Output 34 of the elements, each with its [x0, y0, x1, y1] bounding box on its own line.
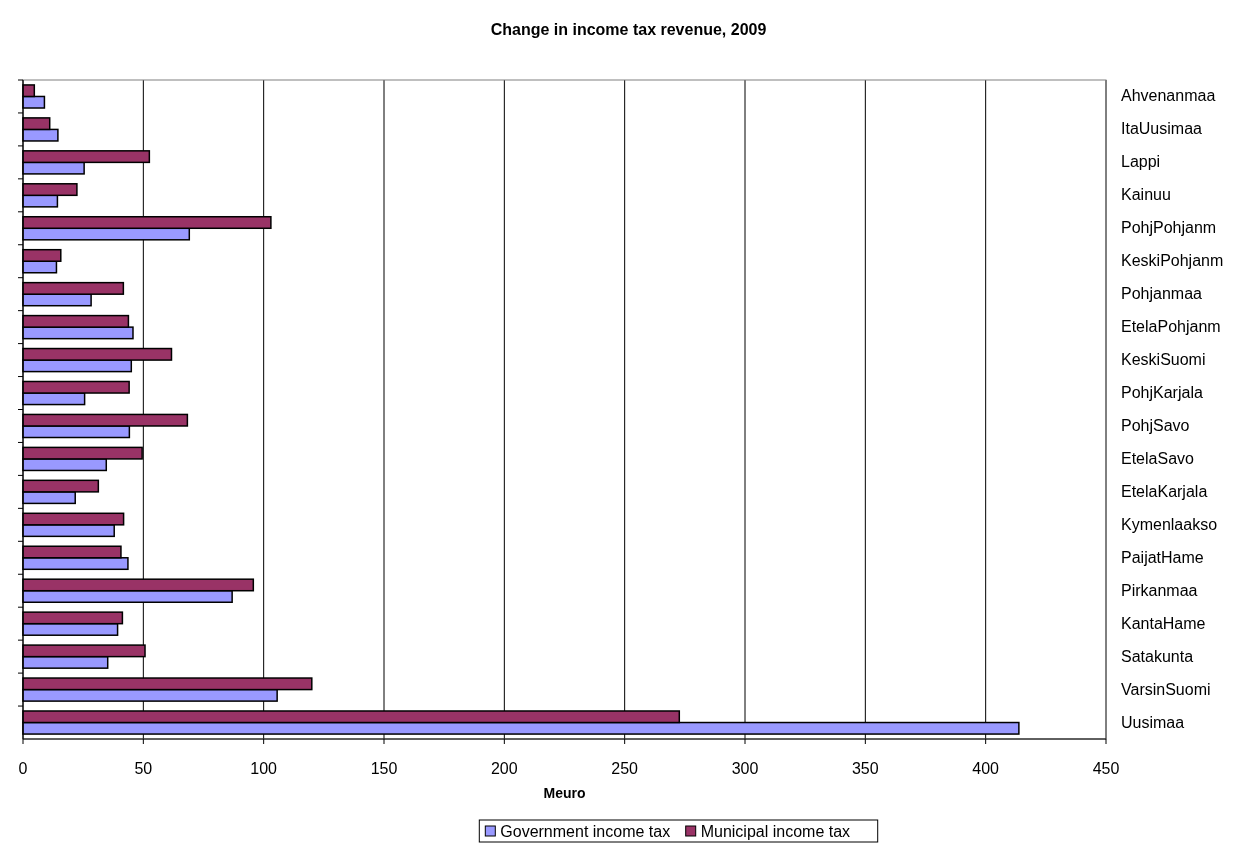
legend-label: Government income tax [500, 823, 671, 840]
x-tick-label: 350 [851, 760, 879, 777]
y-tick-label: Kainuu [1121, 186, 1171, 204]
y-tick-label: VarsinSuomi [1121, 680, 1211, 698]
y-tick-label: ItaUusimaa [1121, 120, 1203, 138]
legend-label: Municipal income tax [700, 823, 851, 840]
y-tick-label: EtelaKarjala [1121, 482, 1208, 500]
y-tick-label: Kymenlaakso [1121, 515, 1218, 533]
x-axis-title: Meuro [543, 785, 586, 801]
y-tick-label: PohjPohjanm [1121, 219, 1217, 237]
y-tick-label: PaijatHame [1121, 548, 1204, 566]
x-tick-label: 200 [490, 760, 518, 777]
y-tick-label: Pirkanmaa [1121, 581, 1198, 599]
y-tick-label: Ahvenanmaa [1121, 87, 1216, 105]
y-tick-label: Uusimaa [1121, 713, 1185, 731]
chart-title: Change in income tax revenue, 2009 [490, 21, 767, 38]
y-tick-label: KeskiPohjanm [1121, 252, 1224, 270]
x-tick-label: 150 [370, 760, 398, 777]
y-tick-label: EtelaPohjanm [1121, 318, 1221, 336]
x-tick-label: 0 [18, 760, 28, 777]
x-tick-label: 50 [134, 760, 153, 777]
y-tick-label: EtelaSavo [1121, 449, 1195, 467]
x-tick-label: 400 [972, 760, 1000, 777]
y-tick-label: Lappi [1121, 153, 1161, 171]
y-tick-label: Pohjanmaa [1121, 285, 1203, 303]
y-tick-label: PohjKarjala [1121, 384, 1203, 402]
x-tick-label: 300 [731, 760, 759, 777]
y-tick-label: KantaHame [1121, 614, 1206, 632]
y-tick-label: PohjSavo [1121, 416, 1190, 434]
y-tick-label: KeskiSuomi [1121, 351, 1206, 369]
x-tick-label: 450 [1092, 760, 1120, 777]
y-tick-label: Satakunta [1121, 647, 1194, 665]
x-tick-label: 250 [611, 760, 639, 777]
x-tick-label: 100 [250, 760, 278, 777]
